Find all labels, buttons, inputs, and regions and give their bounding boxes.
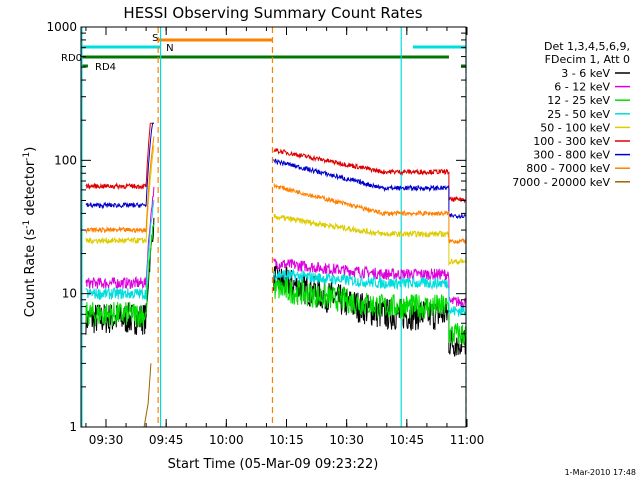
legend-label: 6 - 12 keV: [554, 81, 610, 94]
x-axis-label: Start Time (05-Mar-09 09:23:22): [168, 457, 379, 472]
series-line-post: [273, 183, 467, 245]
chart-title: HESSI Observing Summary Count Rates: [123, 4, 422, 22]
flag-label: RD0: [61, 53, 82, 64]
series-line-post: [273, 158, 467, 220]
flag-label: RD4: [95, 62, 116, 73]
series-line-pre: [85, 122, 154, 210]
x-tick-label: 10:45: [390, 433, 425, 447]
series-line-pre: [85, 122, 154, 191]
series-lines: [85, 122, 467, 428]
legend-label: 25 - 50 keV: [547, 108, 610, 121]
y-tick-label: 100: [54, 153, 77, 167]
flag-label: N: [166, 43, 173, 54]
x-tick-label: 09:30: [89, 433, 124, 447]
series-line-7000-20000: [143, 363, 152, 428]
x-tick-label: 09:45: [149, 433, 184, 447]
x-axis: 09:30 09:45 10:00 10:15 10:30 10:45 11:00: [85, 27, 485, 447]
time-markers: [81, 27, 467, 427]
legend-label: 7000 - 20000 keV: [512, 176, 610, 189]
y-tick-label: 1: [69, 420, 77, 434]
y-axis-label: Count Rate (s-1 detector-1): [22, 147, 38, 318]
y-tick-label: 1000: [46, 20, 77, 34]
legend-label: 50 - 100 keV: [540, 121, 610, 134]
y-axis: 1 10 100 1000: [46, 20, 466, 434]
legend-label: 800 - 7000 keV: [526, 162, 610, 175]
x-tick-label: 10:30: [329, 433, 364, 447]
legend-label: 12 - 25 keV: [547, 94, 610, 107]
flag-label: S: [152, 33, 158, 44]
series-line-pre: [85, 145, 155, 245]
series-line-pre: [85, 199, 155, 301]
series-line-post: [273, 213, 467, 267]
x-tick-label: 10:15: [269, 433, 304, 447]
legend-label: 300 - 800 keV: [533, 149, 610, 162]
legend: Det 1,3,4,5,6,9, FDecim 1, Att 0 3 - 6 k…: [512, 40, 630, 189]
plot-frame: [80, 26, 467, 428]
footer-date: 1-Mar-2010 17:48: [565, 468, 636, 477]
svg-text:Count Rate (s-1 detector-1): Count Rate (s-1 detector-1): [22, 147, 38, 318]
series-line-pre: [85, 186, 155, 290]
series-line-post: [273, 147, 467, 204]
series-line-post: [273, 268, 467, 317]
legend-header-2: FDecim 1, Att 0: [545, 53, 630, 66]
y-tick-label: 10: [62, 287, 77, 301]
flag-bars: SN RD0 RD4: [61, 33, 466, 73]
series-line-post: [273, 258, 467, 309]
legend-label: 100 - 300 keV: [533, 135, 610, 148]
legend-label: 3 - 6 keV: [561, 67, 610, 80]
x-tick-label: 11:00: [450, 433, 485, 447]
series-line-pre: [85, 136, 155, 235]
x-tick-label: 10:00: [209, 433, 244, 447]
legend-header-1: Det 1,3,4,5,6,9,: [544, 40, 630, 53]
series-line-pre: [85, 224, 155, 328]
series-line-post: [273, 278, 467, 345]
